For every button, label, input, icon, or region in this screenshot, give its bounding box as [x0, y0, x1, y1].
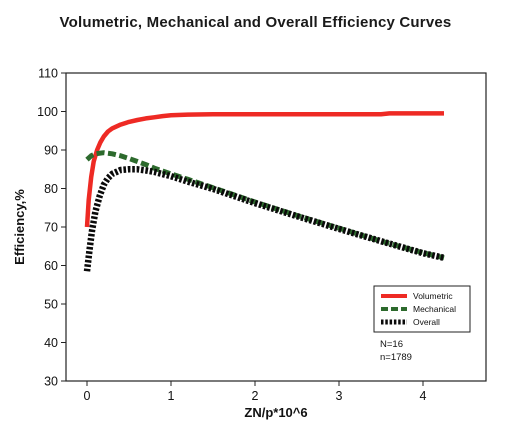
legend-label-volumetric: Volumetric — [413, 291, 453, 301]
x-tick-label: 4 — [420, 389, 427, 403]
chart-title: Volumetric, Mechanical and Overall Effic… — [59, 14, 452, 31]
y-tick-label: 80 — [44, 182, 58, 196]
series-line-mechanical — [85, 150, 445, 261]
x-tick-label: 2 — [252, 389, 259, 403]
y-tick-label: 110 — [38, 67, 58, 81]
y-tick-label: 60 — [44, 259, 58, 273]
x-axis: 0 1 2 3 4 — [84, 381, 427, 403]
legend-label-overall: Overall — [413, 317, 440, 327]
y-tick-label: 90 — [44, 144, 58, 158]
y-tick-label: 30 — [44, 375, 58, 389]
y-axis-label: Efficiency,% — [12, 189, 27, 265]
y-tick-label: 50 — [44, 298, 58, 312]
legend-label-mechanical: Mechanical — [413, 304, 456, 314]
y-tick-label: 70 — [44, 221, 58, 235]
x-tick-label: 1 — [168, 389, 175, 403]
y-axis: 30 40 50 60 70 80 90 100 110 — [37, 67, 66, 389]
x-tick-label: 3 — [336, 389, 343, 403]
series-line-overall — [83, 166, 445, 272]
annotation-sample-count: N=16 — [380, 339, 403, 350]
x-axis-label: ZN/p*10^6 — [244, 405, 307, 420]
series-line-volumetric — [84, 111, 444, 228]
y-tick-label: 100 — [37, 105, 58, 119]
annotation-observation-count: n=1789 — [380, 352, 412, 363]
series-lines — [83, 111, 445, 272]
plot-area — [65, 72, 487, 382]
x-tick-label: 0 — [84, 389, 91, 403]
y-tick-label: 40 — [44, 336, 58, 350]
legend: Volumetric Mechanical Overall — [373, 285, 471, 333]
